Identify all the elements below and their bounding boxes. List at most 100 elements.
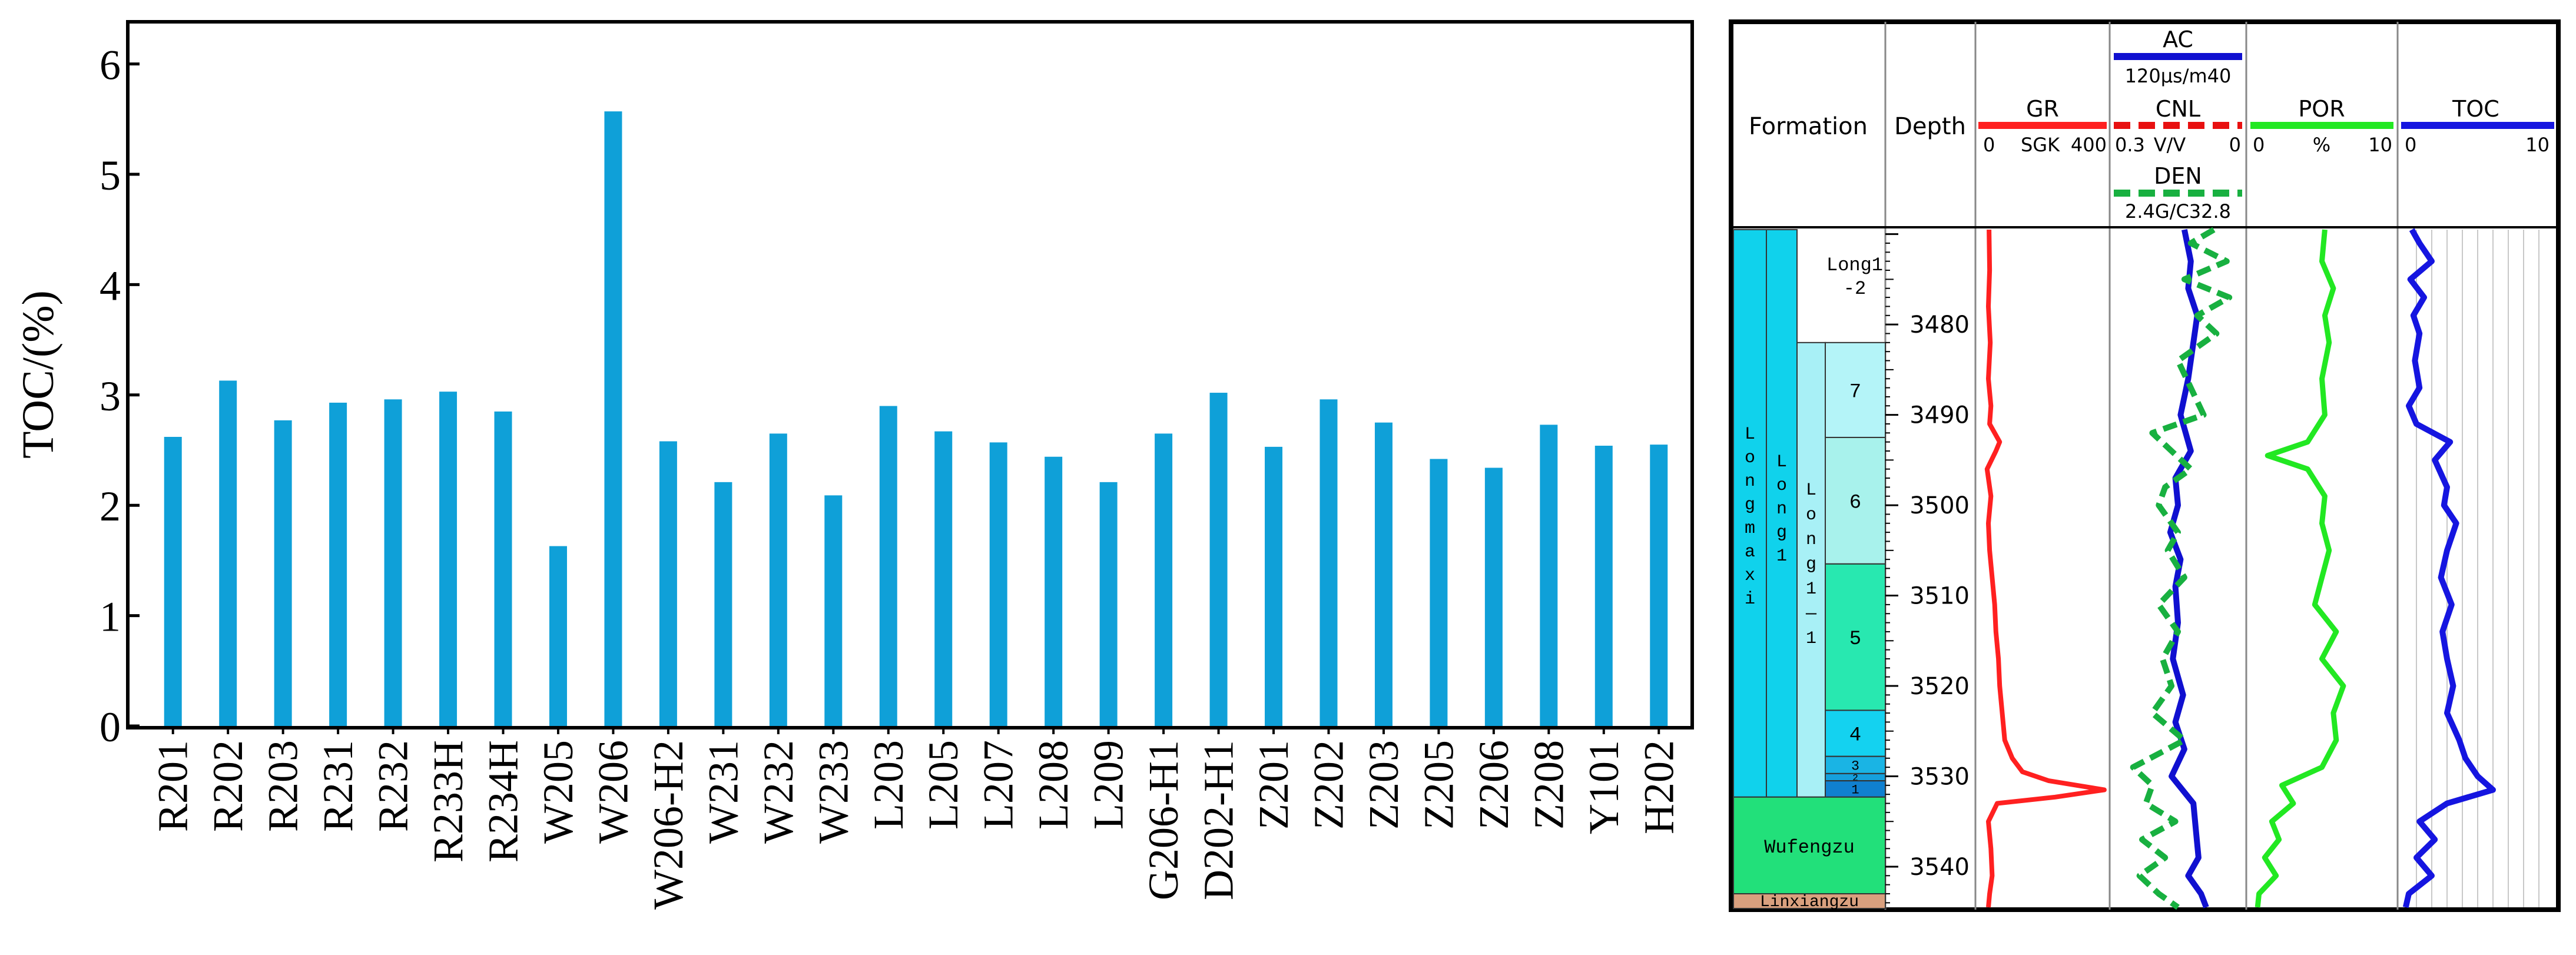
sublayer-3: [1825, 755, 1886, 774]
x-tick-label: Z201: [1250, 740, 1297, 830]
x-tick-label: R232: [370, 740, 417, 832]
x-tick-label: R202: [204, 740, 251, 832]
x-tick-label: R203: [260, 740, 307, 832]
x-tick-label: W206: [589, 740, 636, 844]
wufengzu-label: Wufengzu: [1764, 837, 1855, 858]
bar-R201: [164, 437, 182, 726]
ac-name: AC: [2163, 26, 2193, 52]
depth-label: 3520: [1909, 673, 1970, 700]
gr-name: GR: [2026, 96, 2059, 122]
sublayer-label-5: 5: [1849, 628, 1861, 651]
long1-1-label-char: —: [1805, 604, 1817, 624]
x-tick-label: L208: [1030, 740, 1077, 830]
longmaxi-label-char: m: [1745, 519, 1755, 539]
x-tick-label: L207: [975, 740, 1022, 830]
x-tick-label: H202: [1635, 740, 1682, 834]
long1-band: [1766, 229, 1798, 798]
long1-label-char: n: [1776, 499, 1787, 519]
x-tick-label: L203: [865, 740, 912, 830]
bar-W232: [769, 433, 787, 726]
long1-label-char: L: [1776, 452, 1787, 472]
longmaxi-label-char: x: [1745, 566, 1755, 586]
den-scale: 2.4G/C32.8: [2125, 200, 2231, 223]
longmaxi-label-char: g: [1745, 495, 1755, 515]
por-min: 0: [2253, 134, 2265, 156]
bar-Z201: [1265, 446, 1283, 726]
x-tick-label: W232: [755, 740, 802, 844]
bar-R231: [329, 402, 347, 726]
bar-Z205: [1430, 459, 1448, 726]
x-tick-label: Z206: [1470, 740, 1517, 830]
por-curve: [2255, 229, 2346, 908]
long1-1-label-char: 1: [1806, 629, 1816, 649]
ac-scale: 120μs/m40: [2125, 65, 2232, 87]
por-max: 10: [2368, 134, 2392, 156]
depth-label: 3530: [1909, 763, 1970, 790]
long1-1-label-char: L: [1806, 480, 1816, 500]
long1-2-label-suffix: -2: [1844, 278, 1866, 300]
y-axis-label: TOC/(%): [14, 290, 63, 459]
log-header: Formation Depth GR 0 SGK 400 AC 120μs/m4…: [1749, 26, 2554, 223]
cnl-min: 0.3: [2115, 134, 2145, 156]
log-curves: [1984, 227, 2496, 910]
linxiangzu-band: [1733, 893, 1886, 909]
x-tick-label: Z202: [1305, 740, 1352, 830]
well-log-panel: Formation Depth GR 0 SGK 400 AC 120μs/m4…: [1729, 19, 2561, 912]
y-tick-label: 4: [100, 262, 121, 309]
bar-W231: [714, 482, 732, 726]
x-tick-label: Y101: [1580, 740, 1627, 834]
longmaxi-label-char: L: [1745, 425, 1755, 445]
x-tick-label: R233H: [425, 740, 472, 863]
long1-1-label-char: g: [1806, 555, 1816, 575]
gr-unit: SGK: [2021, 134, 2060, 156]
gr-curve: [1984, 229, 2107, 908]
x-tick-label: Z203: [1360, 740, 1407, 830]
sublayer-label-2: 2: [1852, 773, 1858, 784]
formation-header: Formation: [1749, 113, 1868, 140]
long1-1-label: Long 1 — 1: [1805, 480, 1817, 649]
x-tick-label: L209: [1085, 740, 1132, 830]
long1-label: Long 1: [1776, 452, 1787, 566]
x-tick-label: W206-H2: [645, 740, 692, 910]
bar-Y101: [1594, 446, 1613, 726]
depth-label: 3480: [1909, 311, 1970, 339]
bar-G206-H1: [1155, 433, 1173, 726]
x-tick-label: D202-H1: [1195, 740, 1242, 900]
bar-D202-H1: [1209, 393, 1228, 726]
bar-L207: [989, 442, 1007, 726]
depth-label: 3490: [1909, 402, 1970, 429]
long1-1-band: [1796, 341, 1826, 798]
bar-L208: [1045, 456, 1063, 726]
y-axis-ticks: 0 1 2 3 4 5 6: [100, 42, 140, 751]
bar-Z208: [1540, 425, 1558, 726]
den-curve: [2130, 227, 2233, 910]
sublayer-label-1: 1: [1851, 783, 1859, 798]
depth-label: 3540: [1909, 854, 1970, 881]
x-tick-label: L205: [920, 740, 967, 830]
bar-W206: [604, 111, 622, 726]
x-tick-label: G206-H1: [1140, 740, 1187, 900]
long1-label-char: 1: [1776, 546, 1787, 566]
bar-H202: [1650, 445, 1668, 726]
bar-Z206: [1484, 467, 1503, 726]
longmaxi-label-char: a: [1745, 542, 1755, 562]
sublayer-6: [1825, 436, 1886, 565]
bar-R203: [274, 420, 292, 726]
por-unit: %: [2313, 134, 2330, 156]
y-tick-label: 6: [100, 42, 121, 89]
depth-label: 3500: [1909, 492, 1970, 519]
bar-chart-frame: [126, 20, 1694, 729]
bars: [164, 111, 1668, 726]
sublayer-label-4: 4: [1849, 724, 1861, 747]
x-tick-label: R234H: [480, 740, 527, 863]
cnl-name: CNL: [2156, 96, 2200, 122]
bar-R232: [384, 399, 402, 726]
bar-L203: [879, 406, 897, 726]
sublayer-label-7: 7: [1849, 381, 1861, 403]
bar-L209: [1099, 482, 1118, 726]
bar-R234H: [494, 411, 512, 726]
sublayer-label-3: 3: [1851, 759, 1859, 774]
toc-name: TOC: [2452, 96, 2499, 122]
